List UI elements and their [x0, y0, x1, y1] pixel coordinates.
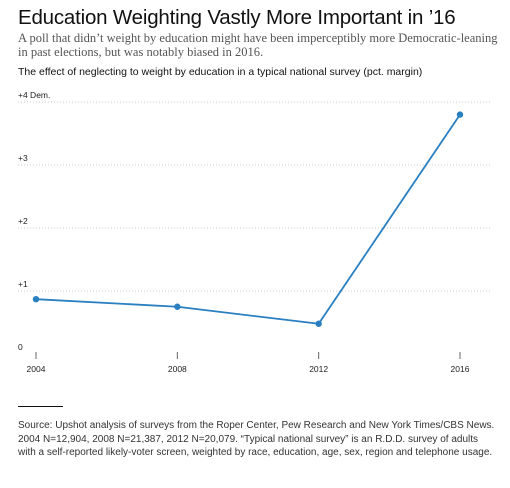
- series-line: [35, 114, 461, 325]
- y-tick-label: +3: [18, 153, 28, 163]
- y-tick-label: +2: [18, 216, 28, 226]
- chart-subhead: A poll that didn’t weight by education m…: [18, 31, 498, 59]
- data-point: [174, 303, 181, 310]
- data-point: [456, 111, 464, 118]
- x-tick-label: 2016: [451, 364, 470, 374]
- y-tick-label: +1: [18, 279, 28, 289]
- y-tick-label: +4 Dem.: [18, 90, 50, 100]
- source-note: Source: Upshot analysis of surveys from …: [18, 420, 495, 458]
- chart-headline: Education Weighting Vastly More Importan…: [18, 6, 456, 29]
- y-tick-label: 0: [18, 342, 23, 352]
- source-divider: [18, 406, 63, 407]
- data-point: [315, 320, 322, 327]
- line-chart: 0 +1 +2 +3 +4 Dem. 2004 2008 2012 2016: [18, 90, 492, 374]
- x-tick-label: 2008: [168, 364, 187, 374]
- x-tick-label: 2004: [27, 364, 46, 374]
- x-tick-label: 2012: [309, 364, 328, 374]
- chart-title: The effect of neglecting to weight by ed…: [18, 66, 423, 78]
- data-point: [32, 295, 40, 303]
